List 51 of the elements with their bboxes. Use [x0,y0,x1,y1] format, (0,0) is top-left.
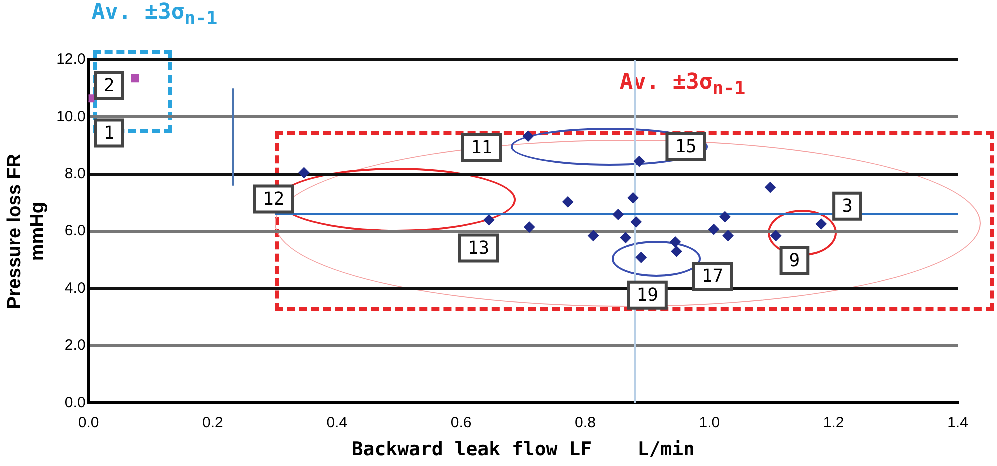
annotation: 17 [702,266,724,288]
annotation: 12 [262,188,285,210]
point [720,212,731,223]
point [816,218,827,230]
point [630,216,642,228]
x-tick-label: 0.4 [326,414,348,432]
annotation: Av. ±3σ$_{n-1}$ [620,70,746,100]
y-axis-title: Pressure loss FR mmHg [4,154,48,310]
point [634,156,645,168]
y-tick-label: 0.0 [64,394,86,412]
x-tick-label: 0.0 [78,414,100,432]
point [708,224,720,236]
point [628,192,639,204]
point [770,230,782,242]
point [620,232,632,244]
x-axis-title: Backward leak flow LF L/min [352,438,695,461]
point [484,214,495,226]
annotation: 19 [636,285,658,306]
point [562,196,574,208]
x-tick-label: 1.2 [823,414,844,432]
y-tick-label: 8.0 [64,166,86,183]
point [612,209,624,220]
annotation: 3 [842,196,853,218]
point [722,230,734,242]
point [671,246,682,258]
point [765,182,776,194]
x-tick-label: 1.0 [699,414,720,432]
x-tick-label: 0.2 [202,414,224,432]
y-tick-label: 10.0 [56,108,86,126]
annotation: 13 [468,238,490,259]
x-tick-label: 1.4 [948,414,968,432]
x-tick-label: 0.8 [575,414,596,432]
x-tick-label: 0.6 [450,414,472,432]
y-tick-label: 12.0 [56,51,86,68]
annotation: 2 [104,76,115,97]
annotation: 15 [675,136,697,158]
point [670,236,682,248]
point [588,230,600,242]
point [88,94,95,103]
point [636,252,647,264]
y-tick-label: 6.0 [64,222,86,240]
annotation: 11 [470,137,493,158]
text: Av. ±3σ$_{n-1}$ [92,0,218,30]
annotation: 9 [789,250,800,272]
y-tick-label: 4.0 [64,280,86,297]
point [524,222,536,233]
annotation: 1 [104,122,115,144]
point [522,130,534,142]
point [131,74,140,83]
y-tick-label: 2.0 [64,337,86,354]
point [298,167,310,178]
